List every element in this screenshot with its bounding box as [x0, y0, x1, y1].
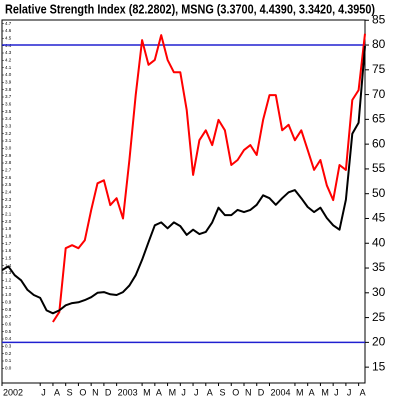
x-tick-label: A: [156, 387, 162, 397]
y2-tick-label: 45: [372, 211, 386, 225]
y-tick-label: 3.2: [5, 131, 12, 136]
series-line: [52, 33, 366, 323]
y-tick-label: 3.6: [5, 102, 12, 107]
x-tick-label: S: [220, 387, 226, 397]
y-tick-label: 3.5: [5, 109, 12, 114]
x-tick-label: O: [232, 387, 239, 397]
y-tick-label: 2.1: [5, 212, 12, 217]
y-tick-label: 0.2: [5, 351, 12, 356]
series-line: [1, 45, 366, 315]
y-tick-label: 4.2: [5, 58, 12, 63]
y2-tick-label: 20: [372, 335, 386, 349]
x-tick-label: A: [54, 387, 60, 397]
x-tick-label: 2004: [270, 387, 290, 397]
chart-title: Relative Strength Index (82.2802), MSNG …: [5, 2, 375, 16]
y-tick-label: 4.7: [5, 21, 12, 26]
x-tick-label: J: [194, 387, 199, 397]
y2-tick-label: 30: [372, 285, 386, 299]
y-tick-label: 4.1: [5, 65, 12, 70]
y-tick-label: 3.9: [5, 80, 12, 85]
y-tick-label: 1.3: [5, 270, 12, 275]
y2-tick-label: 60: [372, 136, 386, 150]
y-tick-label: 1.9: [5, 226, 12, 231]
x-tick-label: J: [181, 387, 186, 397]
y-tick-label: 3.1: [5, 138, 12, 143]
x-tick-label: A: [207, 387, 213, 397]
y-tick-label: 0.3: [5, 344, 12, 349]
y-tick-label: 2.4: [5, 190, 12, 195]
y-tick-label: 0.5: [5, 329, 12, 334]
y-tick-label: 2.8: [5, 160, 12, 165]
y2-tick-label: 35: [372, 260, 386, 274]
x-tick-label: O: [79, 387, 86, 397]
y-tick-label: 4.3: [5, 50, 12, 55]
y-tick-label: 1.5: [5, 256, 12, 261]
y-tick-label: 2.9: [5, 153, 12, 158]
y-tick-label: 4.5: [5, 36, 12, 41]
y2-tick-label: 80: [372, 37, 386, 51]
x-tick-label: 2003: [118, 387, 138, 397]
y-tick-label: 2.2: [5, 204, 12, 209]
y-tick-label: 1.6: [5, 248, 12, 253]
y-tick-label: 0.6: [5, 322, 12, 327]
x-tick-label: N: [92, 387, 99, 397]
y-tick-label: 0.7: [5, 314, 12, 319]
y-tick-label: 3.8: [5, 87, 12, 92]
y2-tick-label: 40: [372, 235, 386, 249]
y-tick-label: 2.6: [5, 175, 12, 180]
y-tick-label: 1.2: [5, 278, 12, 283]
y2-tick-label: 15: [372, 359, 386, 373]
x-tick-label: M: [143, 387, 151, 397]
y-tick-label: 1.8: [5, 234, 12, 239]
x-tick-label: D: [258, 387, 265, 397]
x-tick-label: J: [41, 387, 46, 397]
y2-tick-label: 85: [372, 12, 386, 26]
y-tick-label: 2.3: [5, 197, 12, 202]
y-tick-label: 0.9: [5, 300, 12, 305]
y-tick-label: 3.3: [5, 124, 12, 129]
x-tick-label: A: [360, 387, 366, 397]
y2-tick-label: 75: [372, 62, 386, 76]
y-tick-label: 1.4: [5, 263, 12, 268]
y-tick-label: 1.7: [5, 241, 12, 246]
y-tick-label: 2.7: [5, 168, 12, 173]
y-tick-label: 4.6: [5, 28, 12, 33]
y-tick-label: 0.8: [5, 307, 12, 312]
y2-tick-label: 65: [372, 112, 386, 126]
y-tick-label: 0.0: [5, 366, 12, 371]
y2-tick-label: 50: [372, 186, 386, 200]
x-tick-label: D: [105, 387, 112, 397]
y2-tick-label: 55: [372, 161, 386, 175]
y2-tick-label: 25: [372, 310, 386, 324]
y-tick-label: 1.0: [5, 292, 12, 297]
y-tick-label: 1.1: [5, 285, 12, 290]
y-tick-label: 3.0: [5, 146, 12, 151]
x-tick-label: M: [169, 387, 177, 397]
x-tick-label: M: [296, 387, 304, 397]
x-tick-label: A: [309, 387, 315, 397]
x-tick-label: S: [67, 387, 73, 397]
x-tick-label: J: [334, 387, 339, 397]
y-tick-label: 2.5: [5, 182, 12, 187]
x-tick-label: N: [245, 387, 252, 397]
y2-tick-label: 70: [372, 87, 386, 101]
y-tick-label: 0.4: [5, 336, 12, 341]
x-tick-label: 2002: [3, 387, 23, 397]
plot-frame: [1, 19, 366, 384]
y-tick-label: 3.4: [5, 116, 12, 121]
y-tick-label: 0.1: [5, 358, 12, 363]
x-tick-label: M: [321, 387, 329, 397]
x-tick-label: J: [347, 387, 352, 397]
y-tick-label: 4.0: [5, 72, 12, 77]
y-tick-label: 2.0: [5, 219, 12, 224]
y-tick-label: 3.7: [5, 94, 12, 99]
